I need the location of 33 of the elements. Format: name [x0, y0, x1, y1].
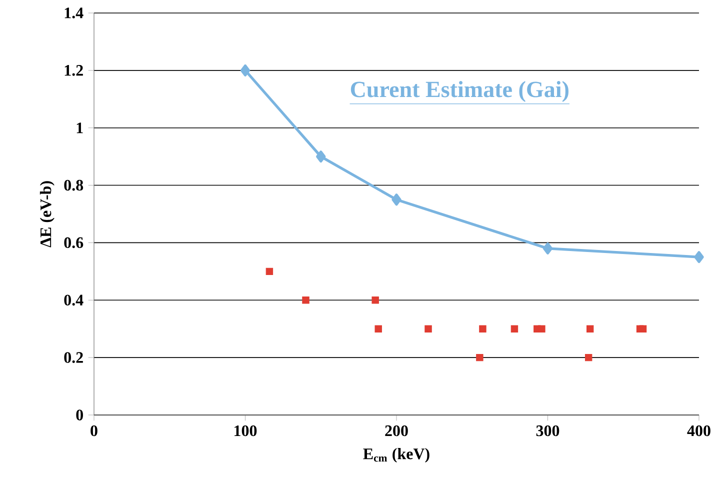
x-tick-label: 400: [687, 425, 710, 436]
point: [639, 325, 647, 332]
text: Curent Estimate (Gai): [350, 81, 568, 102]
point: [240, 64, 250, 76]
x-axis-title: E$_{cm}$ (keV): [363, 448, 430, 463]
y-tick-label: 0.2: [64, 352, 83, 363]
y-tick-label: 1.2: [64, 65, 83, 76]
point: [586, 325, 594, 332]
y-tick-label: 0.4: [64, 294, 84, 306]
y-axis-title: ΔE (eV-b): [40, 181, 54, 248]
point: [392, 194, 402, 206]
point: [479, 325, 486, 332]
point: [542, 242, 553, 254]
point: [538, 325, 546, 332]
y-tick-label: 1.4: [64, 8, 84, 18]
x-tick-label: 200: [385, 425, 408, 436]
point: [476, 354, 484, 362]
point: [374, 325, 382, 332]
y-tick-label: 0.8: [64, 180, 84, 191]
y-tick-label: 0.6: [64, 237, 84, 248]
point: [584, 354, 592, 362]
point: [372, 296, 379, 304]
y-tick-label: 1: [76, 122, 83, 134]
point: [424, 325, 432, 332]
point: [316, 150, 326, 163]
x-tick-label: 100: [234, 425, 257, 436]
point: [694, 251, 704, 264]
y-tick-label: 0: [76, 410, 83, 420]
x-tick-label: 0: [90, 425, 98, 436]
point: [266, 268, 274, 276]
x-tick-label: 300: [536, 425, 560, 436]
point: [510, 325, 518, 332]
point: [302, 296, 310, 304]
